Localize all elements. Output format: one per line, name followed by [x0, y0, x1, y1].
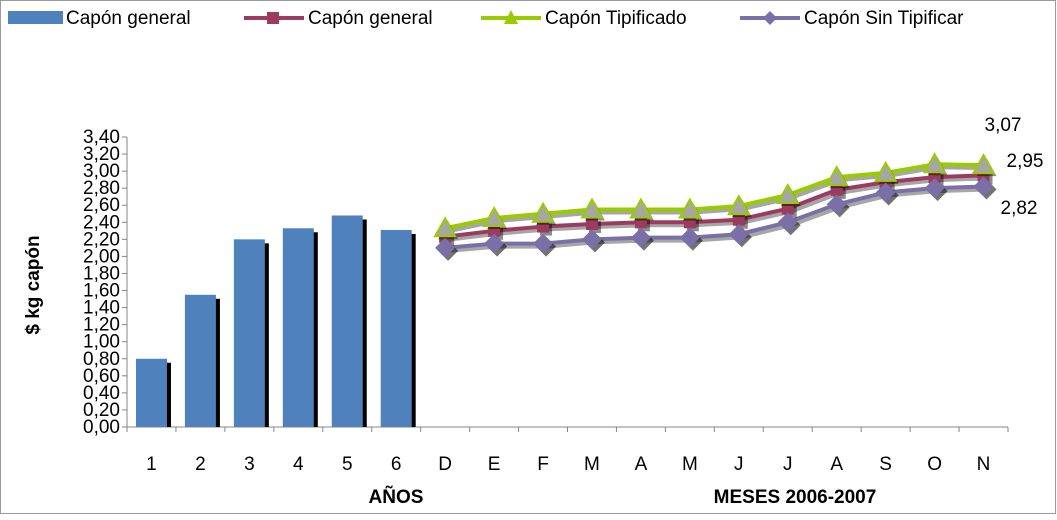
square-marker	[781, 202, 794, 215]
y-tick-label: 0,60	[83, 366, 120, 387]
y-tick-label: 1,80	[83, 263, 120, 284]
y-tick-label: 1,00	[83, 332, 120, 353]
y-tick-label: 2,00	[83, 246, 120, 267]
diamond-marker	[533, 233, 554, 254]
legend: Capón general Capón general Capón Tipifi…	[8, 8, 964, 29]
triangle-marker	[824, 165, 849, 187]
y-axis-title: $ kg capón	[23, 235, 44, 334]
y-tick-label: 2,40	[83, 212, 120, 233]
x-tick-label: J	[783, 454, 793, 475]
y-tick-label: 0,80	[83, 349, 120, 370]
x-tick-label: F	[537, 454, 549, 475]
diamond-marker	[728, 224, 749, 245]
y-tick-label: 2,20	[83, 229, 120, 250]
legend-bar-swatch	[8, 11, 63, 24]
y-tick-label: 3,00	[83, 161, 120, 182]
triangle-marker	[482, 205, 506, 228]
diamond-marker	[875, 182, 896, 203]
diamond-marker	[924, 178, 945, 199]
x-tick-label: O	[927, 454, 942, 475]
y-tick-label: 1,20	[83, 315, 120, 336]
y-tick-label: 1,60	[83, 281, 120, 302]
x-tick-label: A	[635, 454, 648, 475]
square-marker	[537, 220, 550, 233]
bar	[331, 215, 363, 427]
bar	[233, 239, 265, 427]
annotation-tipificado-last: 3,07	[985, 115, 1022, 136]
bar	[184, 294, 216, 427]
diamond-marker	[777, 212, 798, 233]
triangle-marker	[971, 153, 996, 175]
square-marker	[488, 224, 501, 237]
legend-triangle-marker	[504, 10, 518, 24]
diamond-marker	[581, 229, 602, 250]
y-tick-label: 2,60	[83, 195, 120, 216]
y-tick-label: 3,20	[83, 144, 120, 165]
legend-label-sin-tipificar: Capón Sin Tipificar	[804, 8, 964, 29]
triangle-marker	[580, 197, 604, 219]
diamond-marker	[484, 233, 505, 254]
x-tick-label: 1	[146, 454, 157, 475]
x-axis: 1 2 3 4 5 6 D E F M A M J J A S O N	[126, 426, 1009, 475]
triangle-marker	[776, 182, 800, 204]
y-tick-label: 0,00	[83, 417, 120, 438]
bar-series	[135, 215, 416, 427]
series-line	[444, 162, 984, 231]
x-tick-label: E	[488, 454, 501, 475]
x-tick-label: A	[830, 454, 843, 475]
x-tick-label: M	[682, 454, 698, 475]
y-tick-label: 2,80	[83, 178, 120, 199]
square-marker	[585, 218, 598, 230]
y-axis: 0,000,200,400,600,801,001,201,401,601,80…	[83, 127, 128, 438]
bar	[135, 358, 167, 427]
y-tick-label: 0,40	[83, 383, 120, 404]
x-tick-label: 6	[391, 454, 402, 475]
x-tick-label: D	[438, 454, 452, 475]
square-marker	[732, 213, 745, 226]
triangle-marker	[678, 197, 702, 219]
line-markers	[433, 152, 997, 261]
bar	[282, 228, 314, 427]
square-marker	[683, 216, 696, 229]
triangle-marker	[433, 216, 457, 238]
legend-label-line-general: Capón general	[308, 8, 433, 29]
legend-diamond-marker	[763, 11, 777, 25]
legend-label-tipificado: Capón Tipificado	[545, 8, 687, 29]
annotation-general-last: 2,95	[1007, 151, 1044, 172]
square-marker	[928, 171, 941, 184]
square-marker	[634, 216, 647, 229]
y-tick-label: 3,40	[83, 127, 120, 148]
y-tick-label: 1,40	[83, 298, 120, 319]
triangle-marker	[873, 160, 898, 182]
legend-square-marker	[267, 12, 279, 24]
triangle-marker	[629, 197, 653, 219]
x-tick-label: 2	[195, 454, 206, 475]
triangle-marker	[922, 152, 947, 174]
x-axis-title-months: MESES 2006-2007	[714, 487, 877, 508]
x-axis-title-years: AÑOS	[369, 486, 424, 508]
legend-label-bar: Capón general	[66, 8, 191, 29]
square-marker	[830, 183, 843, 196]
annotation-sin-tipificar-last: 2,82	[1001, 198, 1038, 219]
bar	[380, 229, 412, 427]
diamond-marker	[826, 194, 847, 215]
x-tick-label: S	[879, 454, 892, 475]
x-tick-label: 4	[293, 454, 304, 475]
x-tick-label: M	[584, 454, 600, 475]
x-tick-label: 5	[342, 454, 353, 475]
x-tick-label: N	[977, 454, 991, 475]
diamond-marker	[973, 176, 994, 197]
diamond-marker	[630, 227, 651, 248]
triangle-marker	[727, 194, 751, 216]
diamond-marker	[435, 237, 456, 258]
y-tick-label: 0,20	[83, 400, 120, 421]
x-tick-label: 3	[244, 454, 255, 475]
triangle-marker	[531, 201, 555, 223]
diamond-marker	[679, 227, 700, 248]
x-tick-label: J	[734, 454, 744, 475]
